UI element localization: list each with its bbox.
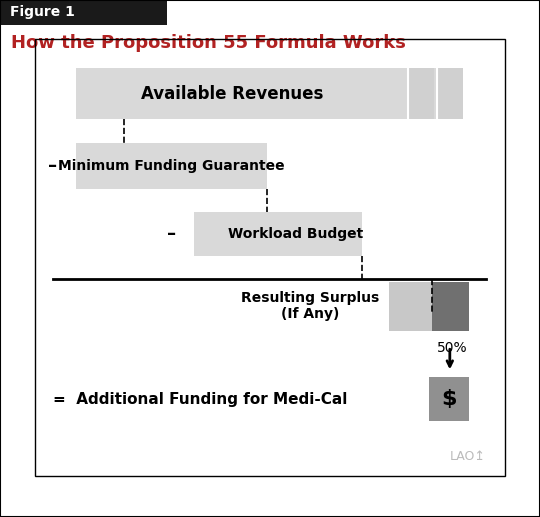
Text: Available Revenues: Available Revenues xyxy=(141,85,323,102)
Text: 50%: 50% xyxy=(437,341,468,355)
Bar xyxy=(35,39,505,476)
Text: LAO↥: LAO↥ xyxy=(450,450,486,463)
Bar xyxy=(408,68,434,119)
Text: How the Proposition 55 Formula Works: How the Proposition 55 Formula Works xyxy=(11,34,406,52)
Text: Figure 1: Figure 1 xyxy=(10,5,75,20)
Text: –: – xyxy=(49,157,57,175)
Text: Resulting Surplus
(If Any): Resulting Surplus (If Any) xyxy=(241,291,380,321)
Text: Workload Budget: Workload Budget xyxy=(228,226,363,241)
Bar xyxy=(76,143,267,189)
Bar xyxy=(194,212,362,256)
Bar xyxy=(429,377,469,421)
Text: –: – xyxy=(167,225,176,242)
Bar xyxy=(76,68,443,119)
Text: $: $ xyxy=(441,389,456,409)
Text: =  Additional Funding for Medi-Cal: = Additional Funding for Medi-Cal xyxy=(53,391,347,407)
Bar xyxy=(437,68,463,119)
Bar xyxy=(389,282,432,331)
Bar xyxy=(432,282,469,331)
Text: Minimum Funding Guarantee: Minimum Funding Guarantee xyxy=(58,159,285,173)
Bar xyxy=(0,0,167,25)
